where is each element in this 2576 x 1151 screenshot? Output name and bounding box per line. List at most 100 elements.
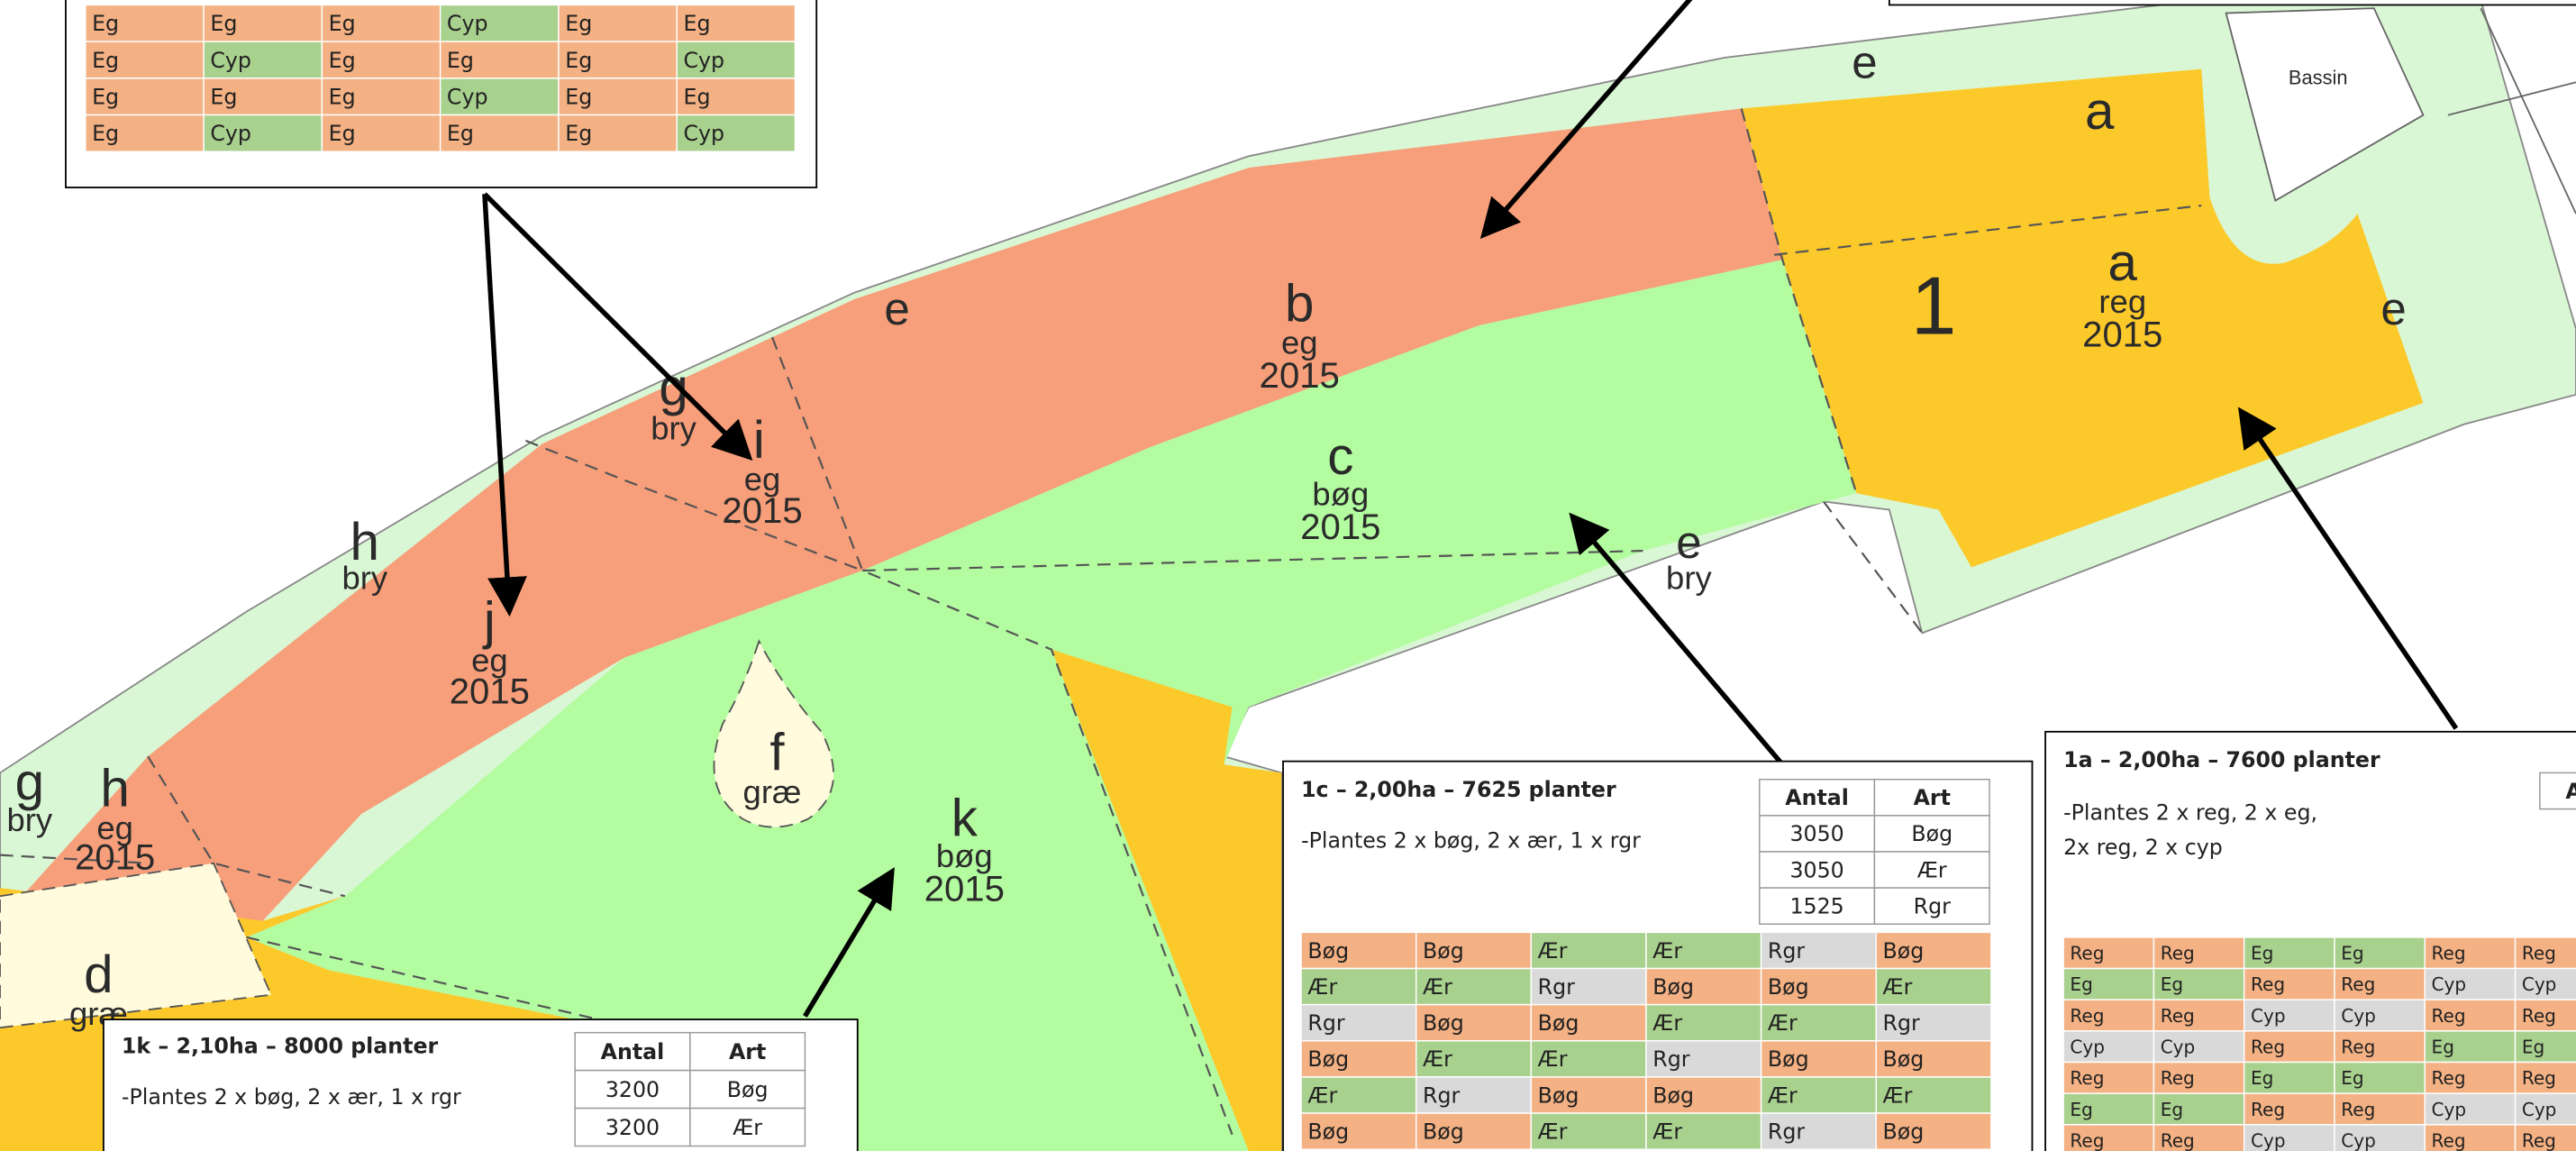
- table-header: Antal: [2565, 779, 2576, 804]
- grid-cell: [439, 114, 560, 152]
- grid-cell-text: Cyp: [684, 48, 725, 73]
- grid-cell: [1760, 1040, 1877, 1078]
- grid-cell-text: Ær: [1423, 1046, 1452, 1072]
- grid-cell-text: Ær: [1307, 1082, 1337, 1108]
- grid-cell-text: Reg: [2432, 942, 2466, 964]
- bassin-area: [2225, 7, 2425, 202]
- grid-cell-text: Eg: [2070, 1099, 2092, 1120]
- area-label: bry: [341, 560, 387, 597]
- grid-cell: [321, 114, 441, 152]
- grid-cell: [1300, 1076, 1417, 1114]
- grid-cell: [2153, 1124, 2245, 1151]
- area-label: bry: [6, 801, 52, 838]
- grid-cell-text: Cyp: [2251, 1005, 2286, 1027]
- grid-cell-text: Eg: [684, 11, 711, 36]
- area-label: 2015: [1300, 507, 1380, 547]
- grid-cell: [2153, 967, 2245, 1000]
- box-description: -Plantes 2 x reg, 2 x eg,: [2063, 800, 2317, 826]
- grid-cell: [676, 4, 796, 42]
- grid-cell-text: Eg: [329, 121, 356, 146]
- table-cell: [1759, 887, 1876, 925]
- grid-cell-text: Eg: [565, 48, 592, 73]
- grid-cell-text: Eg: [565, 84, 592, 109]
- area-label: eg: [1281, 324, 1318, 361]
- grid-cell: [2514, 999, 2576, 1032]
- table-cell: [574, 1107, 691, 1147]
- grid-cell: [2243, 1030, 2335, 1064]
- grid-cell-text: Cyp: [2432, 1099, 2467, 1120]
- grid-cell-text: Cyp: [447, 84, 488, 109]
- grid-cell: [1530, 931, 1647, 970]
- box-description: -Plantes 2 x bøg, 2 x ær, 1 x rgr: [122, 1084, 461, 1110]
- grid-cell: [203, 41, 323, 79]
- grid-cell-text: Rgr: [1768, 1119, 1805, 1144]
- grid-cell-text: Reg: [2432, 1005, 2466, 1027]
- grid-cell: [2153, 1092, 2245, 1126]
- grid-cell: [2062, 967, 2155, 1000]
- grid-cell-text: Ær: [1538, 1119, 1568, 1144]
- grid-cell: [2514, 1030, 2576, 1064]
- grid-cell-text: Bøg: [1768, 1046, 1809, 1072]
- grid-cell: [1875, 1112, 1992, 1150]
- grid-cell-text: Eg: [2432, 1036, 2454, 1057]
- grid-cell-text: Bøg: [1423, 1119, 1464, 1144]
- table-cell-text: 3200: [605, 1115, 660, 1140]
- area-yellow: [1051, 649, 1282, 1151]
- grid-cell: [1875, 1076, 1992, 1114]
- grid-cell: [2243, 1061, 2335, 1094]
- box-title: 1c – 2,00ha – 7625 planter: [1301, 777, 1616, 802]
- area-label: 2015: [75, 837, 155, 878]
- area-d: [0, 862, 273, 1029]
- table-cell-text: 1525: [1789, 894, 1843, 919]
- grid-cell-text: Eg: [565, 121, 592, 146]
- grid-cell-text: Reg: [2341, 973, 2375, 995]
- area-label: Bassin: [2289, 66, 2348, 88]
- grid-cell: [676, 114, 796, 152]
- grid-cell: [2153, 999, 2245, 1032]
- grid-cell-text: Cyp: [2161, 1036, 2196, 1057]
- area-label: eg: [471, 642, 508, 679]
- table-cell-text: 3050: [1789, 857, 1843, 882]
- grid-cell: [676, 41, 796, 79]
- table-cell: [689, 1031, 806, 1072]
- grid-cell-text: Eg: [447, 121, 474, 146]
- area-eg: [0, 108, 1783, 1020]
- grid-cell-text: Reg: [2070, 1067, 2104, 1089]
- area-k: [246, 571, 1249, 1151]
- table-cell-text: Rgr: [1914, 894, 1951, 919]
- grid-cell: [1645, 1076, 1762, 1114]
- grid-cell-text: Ær: [1423, 974, 1452, 1000]
- grid-cell-text: Reg: [2341, 1099, 2375, 1120]
- area-label: h: [100, 760, 129, 818]
- table-cell: [1873, 887, 1990, 925]
- area-label: g: [659, 359, 687, 417]
- grid-cell: [1300, 1112, 1417, 1150]
- grid-cell-text: Bøg: [1307, 938, 1349, 964]
- grid-cell: [2153, 936, 2245, 970]
- grid-cell-text: Reg: [2251, 1036, 2285, 1057]
- box-description: -Plantes 2 x bøg, 2 x ær, 1 x rgr: [1301, 828, 1641, 854]
- area-label: g: [15, 753, 44, 811]
- grid-cell-text: Bøg: [1883, 1119, 1925, 1144]
- arrow: [2237, 407, 2459, 730]
- grid-cell: [1415, 967, 1533, 1006]
- grid-cell-text: Reg: [2251, 973, 2285, 995]
- grid-cell: [1875, 967, 1992, 1006]
- grid-cell-text: Cyp: [2070, 1036, 2105, 1057]
- grid-cell-text: Bøg: [1307, 1119, 1349, 1144]
- grid-cell-text: Reg: [2070, 942, 2104, 964]
- grid-cell-text: Eg: [565, 11, 592, 36]
- table-cell-text: Ær: [733, 1115, 762, 1140]
- grid-cell: [2424, 999, 2517, 1032]
- grid-cell-text: Eg: [2522, 1036, 2544, 1057]
- grid-cell-text: Eg: [2070, 973, 2092, 995]
- area-label: græ: [743, 773, 802, 810]
- grid-cell: [2334, 999, 2426, 1032]
- grid-cell-text: Bøg: [1883, 938, 1925, 964]
- grid-cell: [2424, 1092, 2517, 1126]
- grid-cell: [1530, 967, 1647, 1006]
- grid-cell-text: Cyp: [210, 48, 251, 73]
